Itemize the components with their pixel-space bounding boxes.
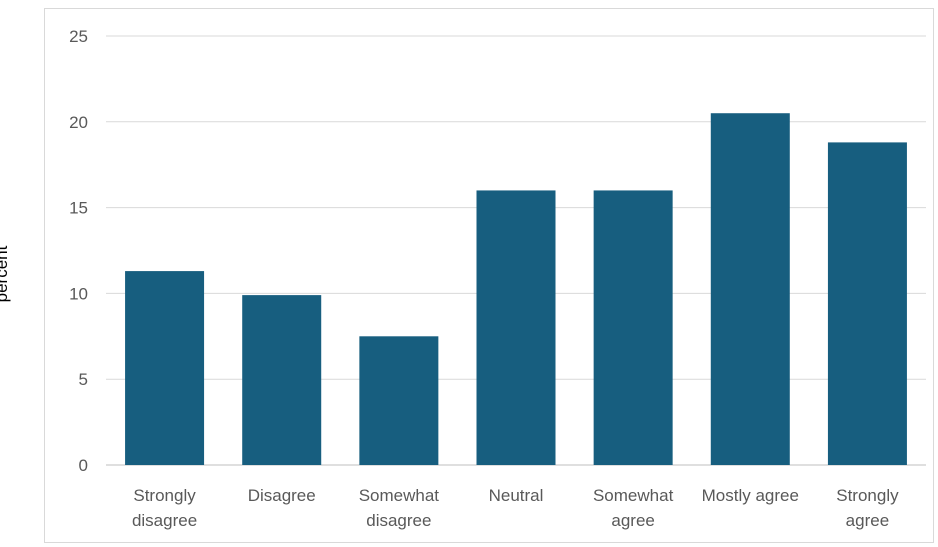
y-tick-label: 0: [79, 456, 88, 475]
x-category-label: Somewhat agree: [593, 486, 674, 530]
bar: [242, 295, 322, 465]
x-category-label-line: agree: [846, 511, 889, 530]
bar: [593, 190, 673, 465]
bar: [827, 142, 907, 465]
y-tick-label: 15: [69, 199, 88, 218]
y-tick-label: 20: [69, 113, 88, 132]
x-category-label: Mostly agree: [702, 486, 799, 505]
x-category-label-line: Mostly agree: [702, 486, 799, 505]
x-category-label: Strongly disagree: [132, 486, 197, 530]
y-tick-label: 25: [69, 27, 88, 46]
x-category-label-line: disagree: [366, 511, 431, 530]
x-category-label-line: Somewhat: [359, 486, 440, 505]
x-category-label-line: agree: [611, 511, 654, 530]
x-category-label-line: Strongly: [133, 486, 196, 505]
x-category-labels: Strongly disagree Disagree Somewhat disagree…: [132, 486, 899, 530]
y-tick-labels: 0 5 10 15 20 25: [69, 27, 88, 475]
bar: [359, 336, 439, 465]
x-category-label-line: disagree: [132, 511, 197, 530]
bar: [125, 271, 205, 465]
x-category-label-line: Somewhat: [593, 486, 674, 505]
y-tick-label: 10: [69, 284, 88, 303]
x-category-label-line: Strongly: [836, 486, 899, 505]
bar: [710, 113, 790, 465]
x-category-label: Strongly agree: [836, 486, 899, 530]
bar: [476, 190, 556, 465]
y-tick-label: 5: [79, 370, 88, 389]
x-category-label: Neutral: [489, 486, 544, 505]
x-category-label-line: Neutral: [489, 486, 544, 505]
x-category-label: Disagree: [248, 486, 316, 505]
x-category-label-line: Disagree: [248, 486, 316, 505]
x-category-label: Somewhat disagree: [359, 486, 440, 530]
bars: [125, 113, 907, 465]
